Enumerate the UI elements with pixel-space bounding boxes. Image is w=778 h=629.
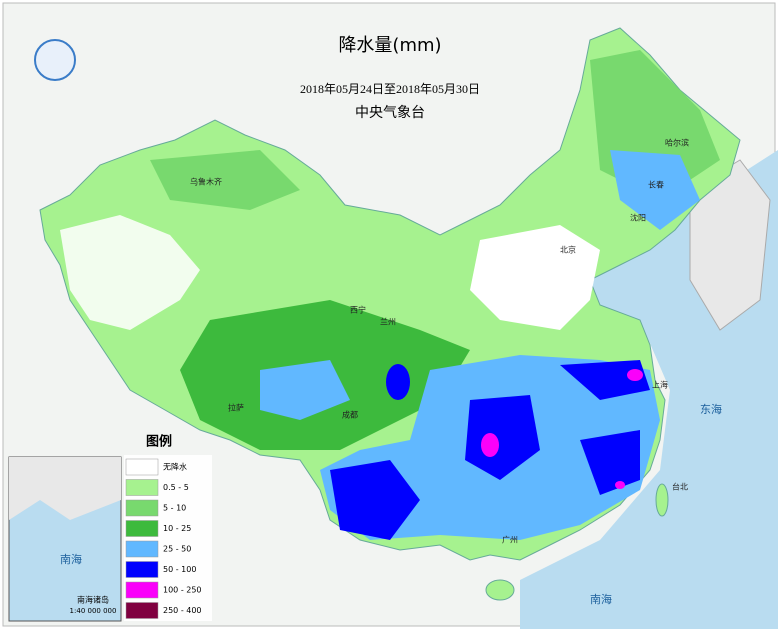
legend-swatch [125,458,159,476]
city-label: 成都 [342,410,358,420]
legend-label: 100 - 250 [163,586,202,595]
legend-swatch [125,581,159,599]
legend-title: 图例 [146,434,172,450]
legend-label: 25 - 50 [163,545,191,554]
city-label: 长春 [648,180,664,190]
city-label: 哈尔滨 [665,138,689,148]
city-label: 乌鲁木齐 [190,177,222,187]
sea-label: 南海 [590,592,612,606]
city-label: 拉萨 [228,403,244,413]
legend-swatch [125,540,159,558]
no-rain-area [470,225,600,330]
korea [689,159,771,331]
rain-area [615,481,625,489]
source: 中央气象台 [355,105,425,121]
city-label: 西宁 [350,305,366,315]
legend-label: 50 - 100 [163,565,196,574]
legend-label: 0.5 - 5 [163,483,189,492]
legend-label: 5 - 10 [163,504,186,513]
rain-area [150,150,300,210]
taiwan [655,483,669,517]
inset-sea: 南海 [60,552,82,566]
rain-area [465,395,540,480]
legend-label: 无降水 [163,462,187,472]
city-label: 沈阳 [630,213,646,223]
legend-swatch [125,499,159,517]
rain-area [330,460,420,540]
rain-area [481,433,499,457]
rain-area [580,430,640,495]
period: 2018年05月24日至2018年05月30日 [300,82,480,96]
inset-title: 南海诸岛 [77,595,109,605]
city-label: 上海 [652,380,668,390]
legend-label: 10 - 25 [163,524,191,533]
legend-swatch [125,479,159,496]
city-label: 广州 [502,535,518,545]
legend-label: 250 - 400 [163,606,202,615]
no-rain-area [60,215,200,330]
city-label: 北京 [560,245,576,255]
inset-land [9,457,121,520]
rain-area [627,369,643,381]
legend: 无降水 0.5 - 5 5 - 10 10 - 25 25 - 50 50 - 100 10… [125,458,202,619]
rain-area [260,360,350,420]
rain-area [610,150,700,230]
legend-swatch [125,561,159,578]
city-label: 台北 [672,482,688,492]
sea-label: 东海 [700,402,722,416]
legend-swatch [125,520,159,537]
inset-scale: 1:40 000 000 [70,607,117,615]
hainan [485,579,515,601]
rain-area [560,360,650,400]
city-label: 兰州 [380,317,396,327]
rain-area [386,364,410,400]
legend-swatch [125,602,159,619]
title: 降水量(mm) [338,35,441,56]
logo [34,39,76,81]
